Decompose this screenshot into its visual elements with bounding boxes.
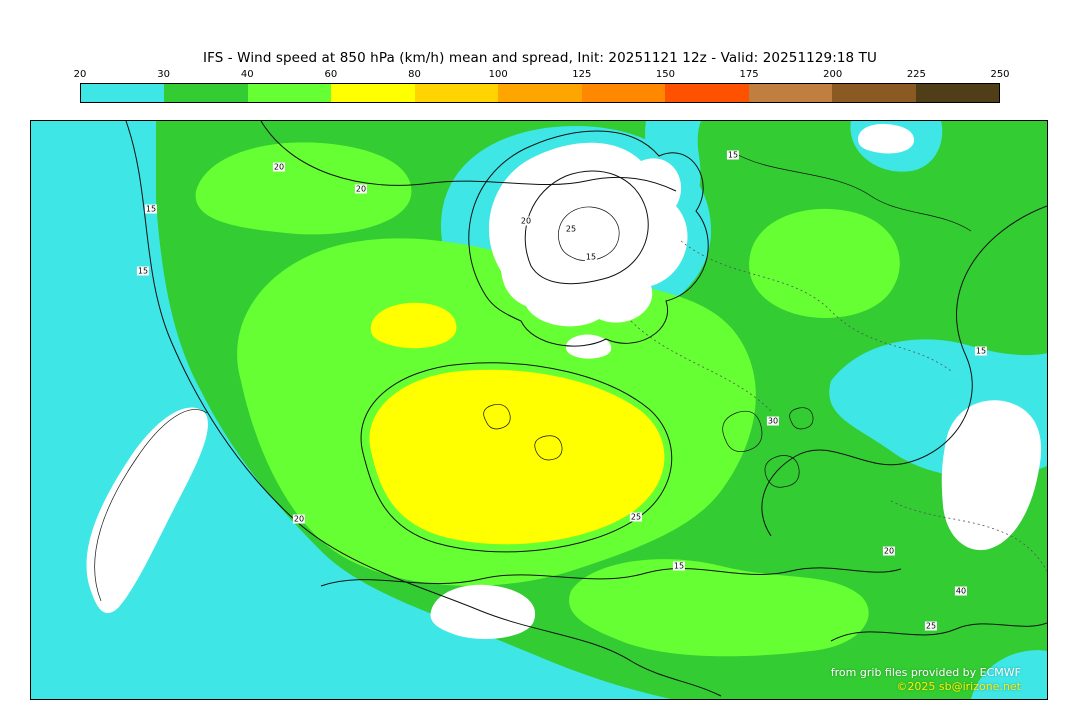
- colorbar-tick: 250: [990, 69, 1010, 80]
- region-wind-60-80-main: [369, 369, 665, 545]
- contour-label: 20: [292, 514, 306, 524]
- contour-line: [761, 205, 1047, 537]
- attribution-copyright: ©2025 sb@irizone.net: [896, 680, 1021, 693]
- colorbar-tick: 150: [655, 69, 675, 80]
- colorbar-tick: 225: [906, 69, 926, 80]
- colorbar-tick: 40: [240, 69, 254, 80]
- contour-line: [789, 407, 814, 430]
- contour-label: 15: [672, 561, 686, 571]
- colorbar-segment: [331, 84, 415, 102]
- contour-line: [730, 150, 972, 232]
- colorbar-scale: [80, 83, 1000, 103]
- colorbar-segment: [832, 84, 916, 102]
- colorbar-tick-labels: 20 30 40 60 80 100 125 150 175 200 225 250: [74, 69, 1010, 83]
- colorbar-tick: 80: [408, 69, 421, 80]
- colorbar-segment: [581, 84, 666, 102]
- contour-label: 15: [974, 346, 988, 356]
- contour-line: [260, 121, 677, 192]
- contour-line: [94, 409, 208, 602]
- region-wind-20-30-inlet-bottomright: [971, 650, 1047, 699]
- colorbar-segment: [915, 84, 999, 102]
- contour-label: 20: [272, 162, 286, 172]
- border-line: [890, 500, 1047, 572]
- spread-contour-lines: [94, 121, 1047, 697]
- calm-region-north: [488, 142, 688, 327]
- border-lines: [630, 240, 1047, 572]
- contour-line: [360, 362, 673, 553]
- colorbar-tick: 175: [739, 69, 759, 80]
- contour-line: [558, 206, 620, 261]
- colorbar: 20 30 40 60 80 100 125 150 175 200 225 250: [74, 69, 1010, 103]
- contour-line: [483, 404, 511, 430]
- contour-line: [830, 622, 1047, 642]
- colorbar-segment: [748, 84, 833, 102]
- contour-label: 25: [629, 512, 643, 522]
- calm-region-atlantic: [86, 407, 208, 614]
- contour-line: [320, 567, 902, 587]
- colorbar-tick: 60: [324, 69, 338, 80]
- colorbar-segment: [665, 84, 749, 102]
- contour-line: [722, 410, 763, 452]
- colorbar-segment: [498, 84, 582, 102]
- contour-line: [125, 121, 722, 697]
- contour-label: 15: [726, 150, 740, 160]
- calm-region-east: [941, 400, 1042, 551]
- calm-region-northeast: [858, 123, 915, 154]
- contour-label: 40: [954, 586, 968, 596]
- contour-label: 30: [766, 416, 780, 426]
- contour-label: 15: [144, 204, 158, 214]
- contour-label: 20: [519, 216, 533, 226]
- calm-regions: [86, 123, 1042, 639]
- colorbar-segment: [164, 84, 248, 102]
- region-wind-40-60-northwest: [195, 142, 412, 235]
- colorbar-segment: [247, 84, 332, 102]
- colorbar-segment: [414, 84, 499, 102]
- attribution: from grib files provided by ECMWF ©2025 …: [831, 666, 1021, 694]
- contour-label: 20: [354, 184, 368, 194]
- contour-label: 15: [584, 252, 598, 262]
- colorbar-tick: 100: [488, 69, 508, 80]
- contour-line: [534, 435, 563, 461]
- wind-speed-map: [31, 121, 1047, 699]
- colorbar-segment: [81, 84, 165, 102]
- contour-label: 20: [882, 546, 896, 556]
- region-wind-60-80-small: [370, 302, 457, 349]
- colorbar-tick: 30: [157, 69, 170, 80]
- contour-label: 25: [924, 621, 938, 631]
- contour-line: [764, 455, 800, 488]
- region-wind-40-60-east: [749, 208, 900, 318]
- colorbar-tick: 125: [572, 69, 592, 80]
- attribution-source: from grib files provided by ECMWF: [830, 666, 1021, 679]
- contour-label: 15: [136, 266, 150, 276]
- contour-line: [524, 170, 649, 285]
- colorbar-tick: 20: [73, 69, 87, 80]
- page-title: IFS - Wind speed at 850 hPa (km/h) mean …: [203, 50, 877, 66]
- map-frame: 15 20 15 20 25 15 20 15 20 25 15 30 15 20 40 25 from gr…: [30, 120, 1048, 700]
- colorbar-tick: 200: [823, 69, 843, 80]
- region-wind-40-60-south: [569, 559, 869, 657]
- contour-label: 25: [564, 224, 578, 234]
- contour-line: [468, 130, 709, 347]
- calm-region-north-small: [565, 334, 612, 359]
